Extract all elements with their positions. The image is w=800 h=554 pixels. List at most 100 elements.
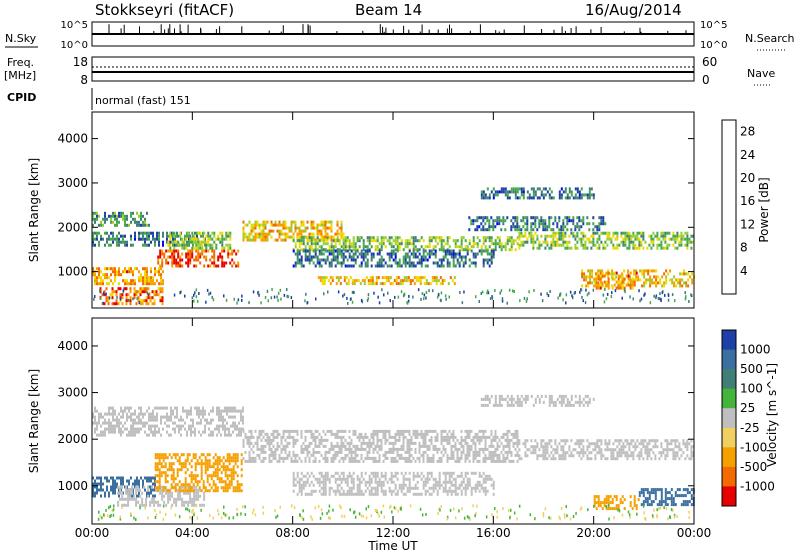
range-gate-cell xyxy=(165,261,168,265)
range-gate-cell xyxy=(332,252,335,256)
range-gate-cell xyxy=(324,456,327,460)
range-gate-cell xyxy=(282,238,285,242)
range-gate-cell xyxy=(170,477,173,481)
range-gate-cell xyxy=(616,243,619,247)
range-gate-cell xyxy=(652,243,655,247)
range-gate-cell xyxy=(393,279,396,283)
range-gate-cell xyxy=(338,477,341,481)
range-gate-cell xyxy=(460,453,463,457)
range-gate-cell xyxy=(442,245,445,249)
range-gate-cell xyxy=(224,465,227,469)
range-gate-cell xyxy=(152,279,154,283)
range-gate-cell xyxy=(250,429,253,433)
range-gate-cell xyxy=(96,424,98,428)
range-gate-cell xyxy=(347,301,349,305)
range-gate-cell xyxy=(434,438,437,442)
range-gate-cell xyxy=(226,421,228,425)
range-gate-cell xyxy=(147,488,150,492)
range-gate-cell xyxy=(661,291,664,295)
range-gate-cell xyxy=(250,435,253,439)
range-gate-cell xyxy=(96,485,98,489)
range-gate-cell xyxy=(514,435,517,439)
range-gate-cell xyxy=(166,424,168,428)
range-gate-cell xyxy=(169,237,172,241)
range-gate-cell xyxy=(120,421,122,425)
range-gate-cell xyxy=(102,217,104,221)
range-gate-cell xyxy=(382,474,385,478)
range-gate-cell xyxy=(324,235,327,239)
range-gate-cell xyxy=(358,435,361,439)
range-gate-cell xyxy=(398,242,401,246)
range-gate-cell xyxy=(366,252,369,256)
range-gate-cell xyxy=(412,245,415,249)
range-gate-cell xyxy=(326,232,329,236)
range-gate-cell xyxy=(347,279,350,283)
range-gate-cell xyxy=(364,255,367,259)
range-gate-cell xyxy=(262,435,265,439)
range-gate-cell xyxy=(126,214,128,218)
range-gate-cell xyxy=(248,301,250,305)
range-gate-cell xyxy=(199,243,202,247)
range-gate-cell xyxy=(466,447,469,451)
range-gate-cell xyxy=(140,412,142,416)
range-gate-cell xyxy=(315,297,317,301)
range-gate-cell xyxy=(402,474,405,478)
range-gate-cell xyxy=(595,283,598,287)
range-gate-cell xyxy=(198,409,200,413)
range-gate-cell xyxy=(592,234,595,238)
range-gate-cell xyxy=(171,503,174,507)
range-gate-cell xyxy=(615,271,618,275)
range-gate-cell xyxy=(544,237,547,241)
range-gate-cell xyxy=(589,281,592,285)
range-gate-cell xyxy=(205,249,208,253)
range-gate-cell xyxy=(147,287,150,291)
range-gate-cell xyxy=(508,450,511,454)
range-gate-cell xyxy=(114,427,116,431)
range-gate-cell xyxy=(181,246,184,250)
range-gate-cell xyxy=(201,243,204,247)
range-gate-cell xyxy=(370,477,373,481)
range-gate-cell xyxy=(176,424,178,428)
range-gate-cell xyxy=(492,187,495,191)
range-gate-cell xyxy=(169,491,172,495)
range-gate-cell xyxy=(558,234,561,238)
range-gate-cell xyxy=(194,456,197,460)
range-gate-cell xyxy=(663,284,666,288)
range-gate-cell xyxy=(434,444,437,448)
ytick-label: 2000 xyxy=(57,220,88,234)
range-gate-cell xyxy=(148,292,151,296)
range-gate-cell xyxy=(177,497,180,501)
range-gate-cell xyxy=(108,276,110,280)
range-gate-cell xyxy=(142,412,144,416)
range-gate-cell xyxy=(468,432,471,436)
range-gate-cell xyxy=(120,430,122,434)
range-gate-cell xyxy=(432,245,435,249)
range-gate-cell xyxy=(234,409,236,413)
range-gate-cell xyxy=(188,486,191,490)
range-gate-cell xyxy=(107,296,110,300)
range-gate-cell xyxy=(422,474,425,478)
range-gate-cell xyxy=(174,483,177,487)
range-gate-cell xyxy=(310,435,313,439)
range-gate-cell xyxy=(178,430,180,434)
range-gate-cell xyxy=(94,217,96,221)
range-gate-cell xyxy=(406,456,409,460)
range-gate-cell xyxy=(133,494,136,498)
range-gate-cell xyxy=(179,491,182,495)
range-gate-cell xyxy=(566,240,569,244)
range-gate-cell xyxy=(598,216,601,220)
range-gate-cell xyxy=(161,249,164,253)
range-gate-cell xyxy=(450,435,453,439)
range-gate-cell xyxy=(323,279,326,283)
range-gate-cell xyxy=(203,491,206,495)
range-gate-cell xyxy=(174,421,176,425)
range-gate-cell xyxy=(410,459,413,463)
nsearch-label: N.Search xyxy=(745,32,795,45)
range-gate-cell xyxy=(274,435,277,439)
range-gate-cell xyxy=(102,488,104,492)
range-gate-cell xyxy=(378,447,381,451)
range-gate-cell xyxy=(242,421,244,425)
range-gate-cell xyxy=(635,278,638,282)
range-gate-cell xyxy=(358,477,361,481)
range-gate-cell xyxy=(490,249,493,253)
